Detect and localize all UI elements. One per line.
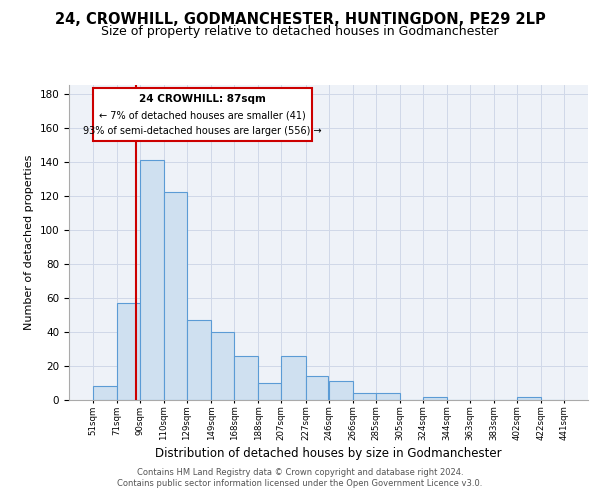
Bar: [329, 382, 353, 400]
Bar: [376, 393, 400, 400]
Text: 24, CROWHILL, GODMANCHESTER, HUNTINGDON, PE29 2LP: 24, CROWHILL, GODMANCHESTER, HUNTINGDON,…: [55, 12, 545, 28]
Y-axis label: Number of detached properties: Number of detached properties: [24, 155, 34, 330]
Bar: [211, 332, 234, 400]
Bar: [305, 376, 329, 400]
Bar: [281, 356, 305, 400]
Text: 24 CROWHILL: 87sqm: 24 CROWHILL: 87sqm: [139, 94, 266, 104]
Bar: [187, 320, 211, 400]
Bar: [92, 386, 117, 400]
Bar: [140, 160, 164, 400]
Bar: [117, 303, 140, 400]
X-axis label: Distribution of detached houses by size in Godmanchester: Distribution of detached houses by size …: [155, 448, 502, 460]
Text: Contains HM Land Registry data © Crown copyright and database right 2024.
Contai: Contains HM Land Registry data © Crown c…: [118, 468, 482, 487]
Bar: [517, 396, 541, 400]
Bar: [164, 192, 187, 400]
Text: 93% of semi-detached houses are larger (556) →: 93% of semi-detached houses are larger (…: [83, 126, 322, 136]
Text: ← 7% of detached houses are smaller (41): ← 7% of detached houses are smaller (41): [99, 110, 305, 120]
Bar: [234, 356, 259, 400]
Bar: [259, 383, 281, 400]
Text: Size of property relative to detached houses in Godmanchester: Size of property relative to detached ho…: [101, 25, 499, 38]
FancyBboxPatch shape: [92, 88, 311, 141]
Bar: [353, 393, 376, 400]
Bar: [423, 396, 447, 400]
